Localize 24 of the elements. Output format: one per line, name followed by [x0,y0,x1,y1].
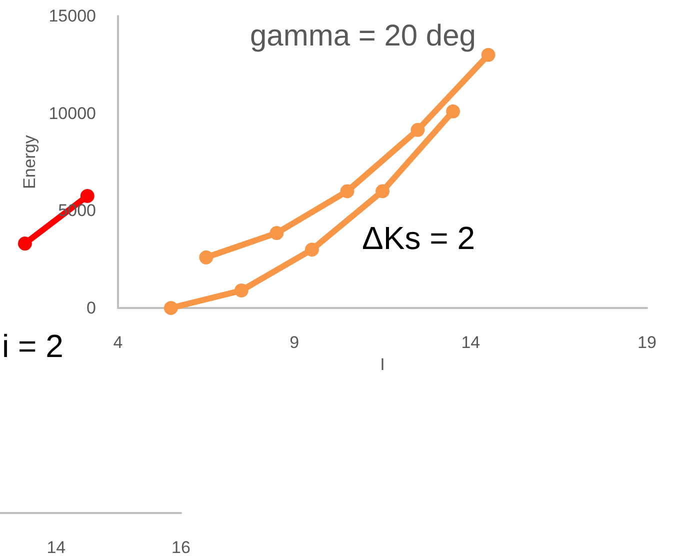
x-tick-label: 14 [46,538,66,556]
y-axis-title: Energy [20,134,39,189]
x-tick-label: 9 [290,333,300,352]
annotation: ΔKs = 2 [362,220,475,256]
x-tick-label: 14 [461,333,480,352]
point [270,226,284,240]
point [340,184,354,198]
point [164,301,178,315]
y-tick-label: 15000 [48,6,96,26]
point [304,242,319,257]
point [446,104,460,118]
point [410,122,425,137]
point [234,283,248,298]
x-tick-label: 4 [113,333,123,352]
chart-title: gamma = 20 deg [250,20,476,52]
annotation: i = 2 [2,328,64,364]
point [199,250,214,264]
x-tick-label: 19 [638,333,656,352]
point [376,184,390,198]
x-tick-label: 16 [172,538,190,556]
y-tick-label: 10000 [48,104,96,123]
point [481,48,496,62]
y-tick-label: 0 [86,298,96,318]
x-axis-title: I [380,354,385,374]
